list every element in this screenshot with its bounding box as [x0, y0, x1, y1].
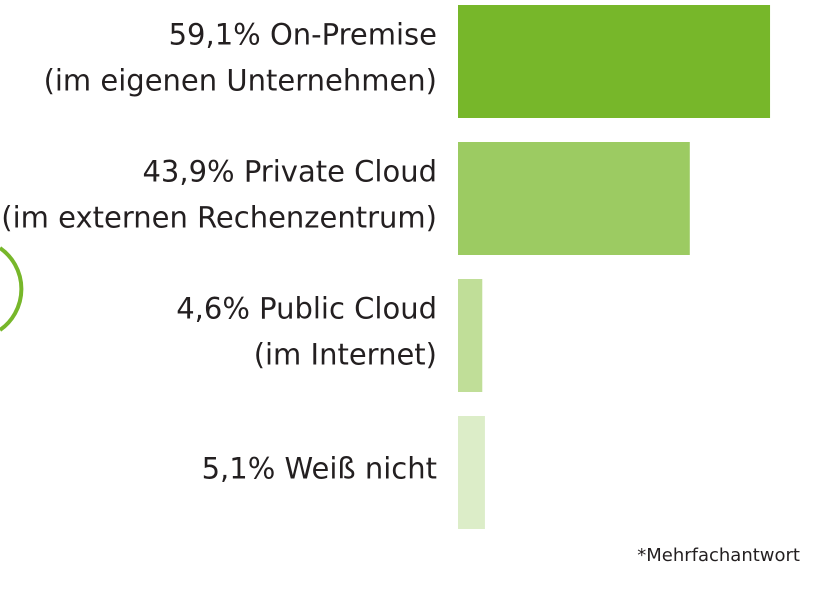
footnote: *Mehrfachantwort	[637, 545, 800, 566]
category-text: (im externen Rechenzentrum)	[1, 201, 437, 235]
category-text: On-Premise	[270, 18, 437, 52]
category-text: (im Internet)	[254, 338, 437, 372]
category-label: (im Internet)	[254, 338, 437, 372]
category-text: Public Cloud	[259, 292, 437, 326]
bar	[458, 142, 690, 255]
category-label: (im eigenen Unternehmen)	[44, 64, 437, 98]
category-text: (im eigenen Unternehmen)	[44, 64, 437, 98]
value-label: 59,1%	[169, 18, 261, 52]
category-label: 4,6% Public Cloud	[176, 292, 437, 326]
decor-arc	[0, 246, 24, 332]
value-label: 4,6%	[176, 292, 250, 326]
bar	[458, 416, 485, 529]
category-label: 59,1% On-Premise	[169, 18, 437, 52]
category-label: 43,9% Private Cloud	[142, 155, 437, 189]
value-label: 43,9%	[142, 155, 234, 189]
value-label: 5,1%	[202, 452, 276, 486]
category-label: (im externen Rechenzentrum)	[1, 201, 437, 235]
bar	[458, 279, 483, 392]
bar	[458, 5, 771, 118]
category-text: Weiß nicht	[285, 452, 438, 486]
category-text: Private Cloud	[244, 155, 437, 189]
category-label: 5,1% Weiß nicht	[202, 452, 437, 486]
